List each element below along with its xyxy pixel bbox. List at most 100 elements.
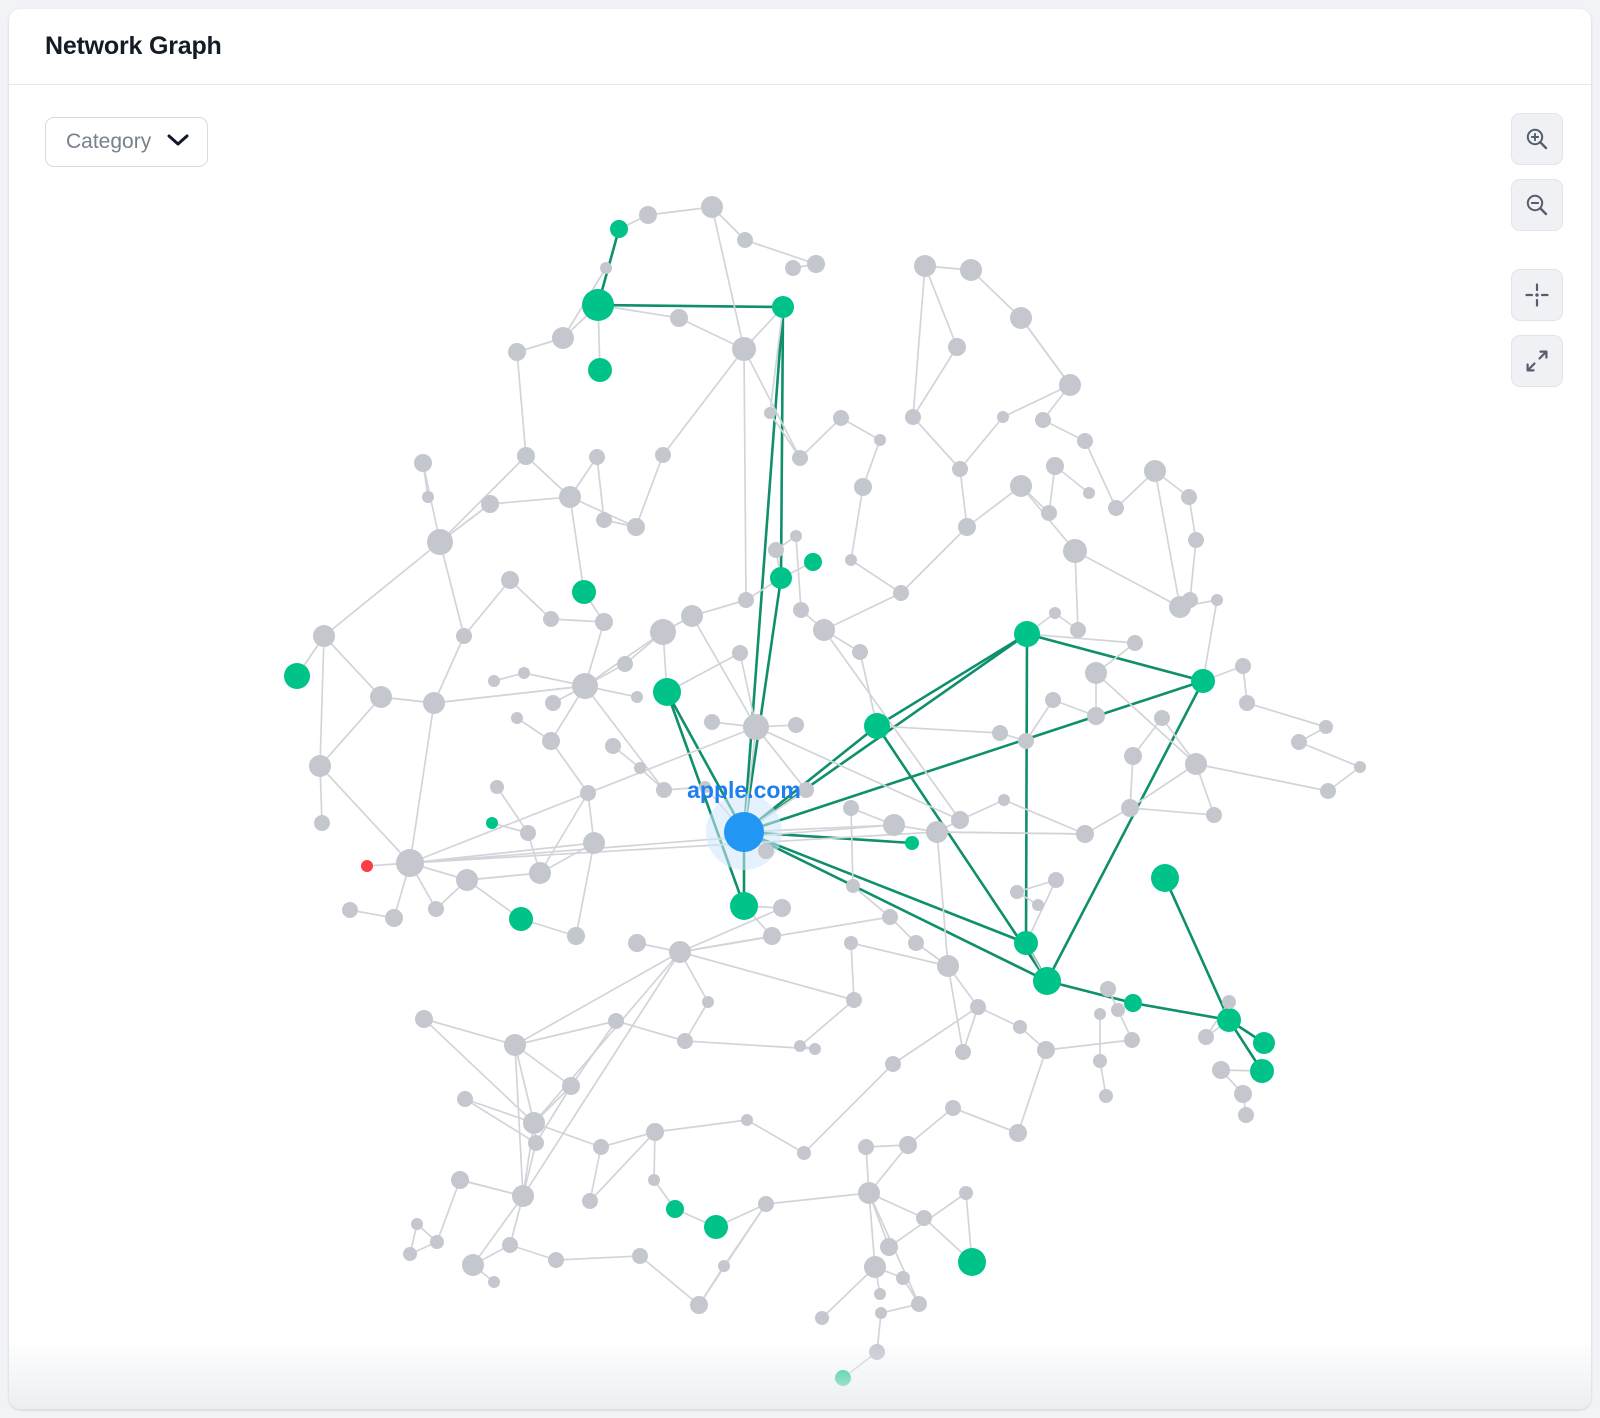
graph-node[interactable] (1124, 1032, 1140, 1048)
graph-node[interactable] (520, 825, 536, 841)
graph-node[interactable] (702, 996, 714, 1008)
graph-node[interactable] (926, 821, 948, 843)
graph-node[interactable] (916, 1210, 932, 1226)
graph-node[interactable] (790, 530, 802, 542)
graph-node[interactable] (502, 1237, 518, 1253)
graph-node[interactable] (998, 794, 1010, 806)
graph-node[interactable] (1070, 622, 1086, 638)
graph-node[interactable] (899, 1136, 917, 1154)
graph-node[interactable] (1049, 607, 1061, 619)
graph-node[interactable] (835, 1370, 851, 1386)
graph-node[interactable] (512, 1185, 534, 1207)
graph-node[interactable] (543, 611, 559, 627)
graph-node[interactable] (631, 691, 643, 703)
graph-node[interactable] (595, 613, 613, 631)
graph-node[interactable] (914, 255, 936, 277)
graph-node[interactable] (529, 862, 551, 884)
graph-node[interactable] (1033, 967, 1061, 995)
graph-node[interactable] (593, 1139, 609, 1155)
graph-node[interactable] (1206, 807, 1222, 823)
graph-node[interactable] (648, 1174, 660, 1186)
graph-node[interactable] (1087, 707, 1105, 725)
graph-node[interactable] (843, 800, 859, 816)
graph-node[interactable] (1217, 1008, 1241, 1032)
graph-node[interactable] (396, 849, 424, 877)
graph-node[interactable] (646, 1123, 664, 1141)
graph-node[interactable] (908, 935, 924, 951)
graph-node[interactable] (958, 518, 976, 536)
graph-node[interactable] (427, 529, 453, 555)
graph-node[interactable] (764, 407, 776, 419)
graph-node[interactable] (1121, 799, 1139, 817)
category-filter-select[interactable]: Category (45, 117, 209, 167)
graph-node[interactable] (960, 259, 982, 281)
graph-node[interactable] (559, 486, 581, 508)
graph-node[interactable] (588, 358, 612, 382)
fullscreen-button[interactable] (1511, 335, 1563, 387)
graph-node[interactable] (732, 645, 748, 661)
graph-node[interactable] (992, 725, 1008, 741)
graph-node[interactable] (596, 512, 612, 528)
graph-node[interactable] (864, 713, 890, 739)
graph-node[interactable] (639, 206, 657, 224)
graph-node[interactable] (905, 836, 919, 850)
graph-node[interactable] (314, 815, 330, 831)
graph-node[interactable] (1018, 733, 1034, 749)
graph-node[interactable] (1191, 669, 1215, 693)
graph-node[interactable] (738, 592, 754, 608)
graph-node[interactable] (785, 260, 801, 276)
graph-node[interactable] (451, 1171, 469, 1189)
graph-node[interactable] (945, 1100, 961, 1116)
graph-node[interactable] (1037, 1041, 1055, 1059)
graph-node[interactable] (528, 1135, 544, 1151)
graph-node[interactable] (730, 892, 758, 920)
graph-node[interactable] (858, 1139, 874, 1155)
graph-node[interactable] (1239, 695, 1255, 711)
graph-node[interactable] (772, 296, 794, 318)
graph-node[interactable] (342, 902, 358, 918)
graph-node[interactable] (737, 232, 753, 248)
graph-node[interactable] (456, 869, 478, 891)
graph-node[interactable] (1181, 489, 1197, 505)
graph-node[interactable] (1010, 885, 1024, 899)
graph-node[interactable] (833, 410, 849, 426)
graph-node[interactable] (456, 628, 472, 644)
graph-node[interactable] (1032, 899, 1044, 911)
graph-node[interactable] (572, 580, 596, 604)
graph-node[interactable] (770, 567, 792, 589)
graph-node[interactable] (1108, 500, 1124, 516)
graph-node[interactable] (997, 411, 1009, 423)
graph-node[interactable] (589, 449, 605, 465)
graph-node[interactable] (874, 434, 886, 446)
graph-node[interactable] (846, 879, 860, 893)
graph-node[interactable] (488, 1276, 500, 1288)
graph-node[interactable] (1211, 594, 1223, 606)
graph-node[interactable] (655, 447, 671, 463)
graph-node[interactable] (572, 673, 598, 699)
graph-node[interactable] (704, 714, 720, 730)
graph-node[interactable] (1099, 1089, 1113, 1103)
graph-node[interactable] (792, 450, 808, 466)
graph-node[interactable] (309, 755, 331, 777)
graph-node[interactable] (1144, 460, 1166, 482)
graph-node[interactable] (1127, 635, 1143, 651)
graph-node[interactable] (403, 1247, 417, 1261)
graph-node[interactable] (1035, 412, 1051, 428)
graph-node[interactable] (583, 832, 605, 854)
graph-node[interactable] (1354, 761, 1366, 773)
graph-node[interactable] (958, 1248, 986, 1276)
graph-node[interactable] (1063, 539, 1087, 563)
graph-node[interactable] (517, 447, 535, 465)
zoom-out-button[interactable] (1511, 179, 1563, 231)
graph-node[interactable] (864, 1256, 886, 1278)
graph-node[interactable] (701, 196, 723, 218)
graph-node[interactable] (1154, 710, 1170, 726)
graph-node[interactable] (582, 1193, 598, 1209)
graph-node[interactable] (1235, 658, 1251, 674)
graph-node[interactable] (313, 625, 335, 647)
graph-node[interactable] (804, 553, 822, 571)
graph-node[interactable] (582, 289, 614, 321)
graph-node[interactable] (854, 478, 872, 496)
graph-node[interactable] (430, 1235, 444, 1249)
graph-node[interactable] (852, 644, 868, 660)
